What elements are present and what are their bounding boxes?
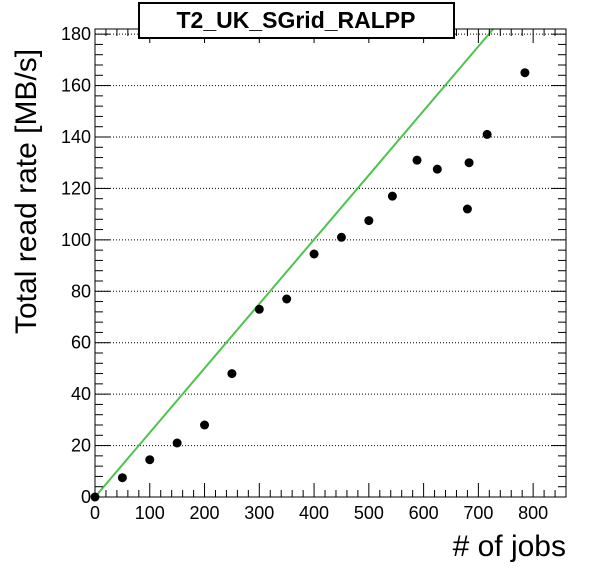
x-tick-label: 300 [244,503,274,523]
y-tick-label: 60 [71,333,91,353]
x-tick-label: 700 [463,503,493,523]
data-points [90,68,530,502]
x-tick-label: 800 [518,503,548,523]
grid-lines [95,33,566,447]
reference-line [94,28,494,498]
data-point [172,438,182,448]
title-box-frame [138,2,455,39]
data-point [282,294,292,304]
axis-ticks [94,29,567,498]
y-tick-label: 100 [61,230,91,250]
title-box: T2_UK_SGrid_RALPP [138,2,455,39]
data-point [254,304,264,314]
x-axis-title: # of jobs [453,530,566,563]
data-point [462,204,472,214]
y-tick-label: 20 [71,436,91,456]
y-tick-label: 120 [61,178,91,198]
x-tick-label: 600 [409,503,439,523]
data-point [464,158,474,168]
tick-labels: 0 20 40 60 80 100 120 140 160 180 0 100 200 300 400 500… [61,24,548,523]
plot-frame [94,28,567,498]
x-tick-label: 500 [354,503,384,523]
data-point [432,164,442,174]
data-point [482,129,492,139]
x-tick-label: 200 [190,503,220,523]
chart-title: T2_UK_SGrid_RALPP [176,7,415,33]
y-tick-label: 40 [71,384,91,404]
x-tick-label: 0 [90,503,100,523]
x-tick-label: 100 [135,503,165,523]
data-point [200,420,210,430]
data-point [336,232,346,242]
y-tick-label: 140 [61,127,91,147]
data-point [227,369,237,379]
data-point [412,155,422,165]
data-point [309,249,319,259]
y-tick-label: 80 [71,281,91,301]
y-tick-label: 0 [81,487,91,507]
reference-line-layer [94,28,494,498]
y-axis-title: Total read rate [MB/s] [10,49,43,334]
data-point [364,216,374,226]
data-point [145,455,155,465]
data-point [387,191,397,201]
x-tick-label: 400 [299,503,329,523]
y-tick-label: 160 [61,76,91,96]
data-point [520,68,530,78]
y-tick-label: 180 [61,24,91,44]
data-point [117,473,127,483]
